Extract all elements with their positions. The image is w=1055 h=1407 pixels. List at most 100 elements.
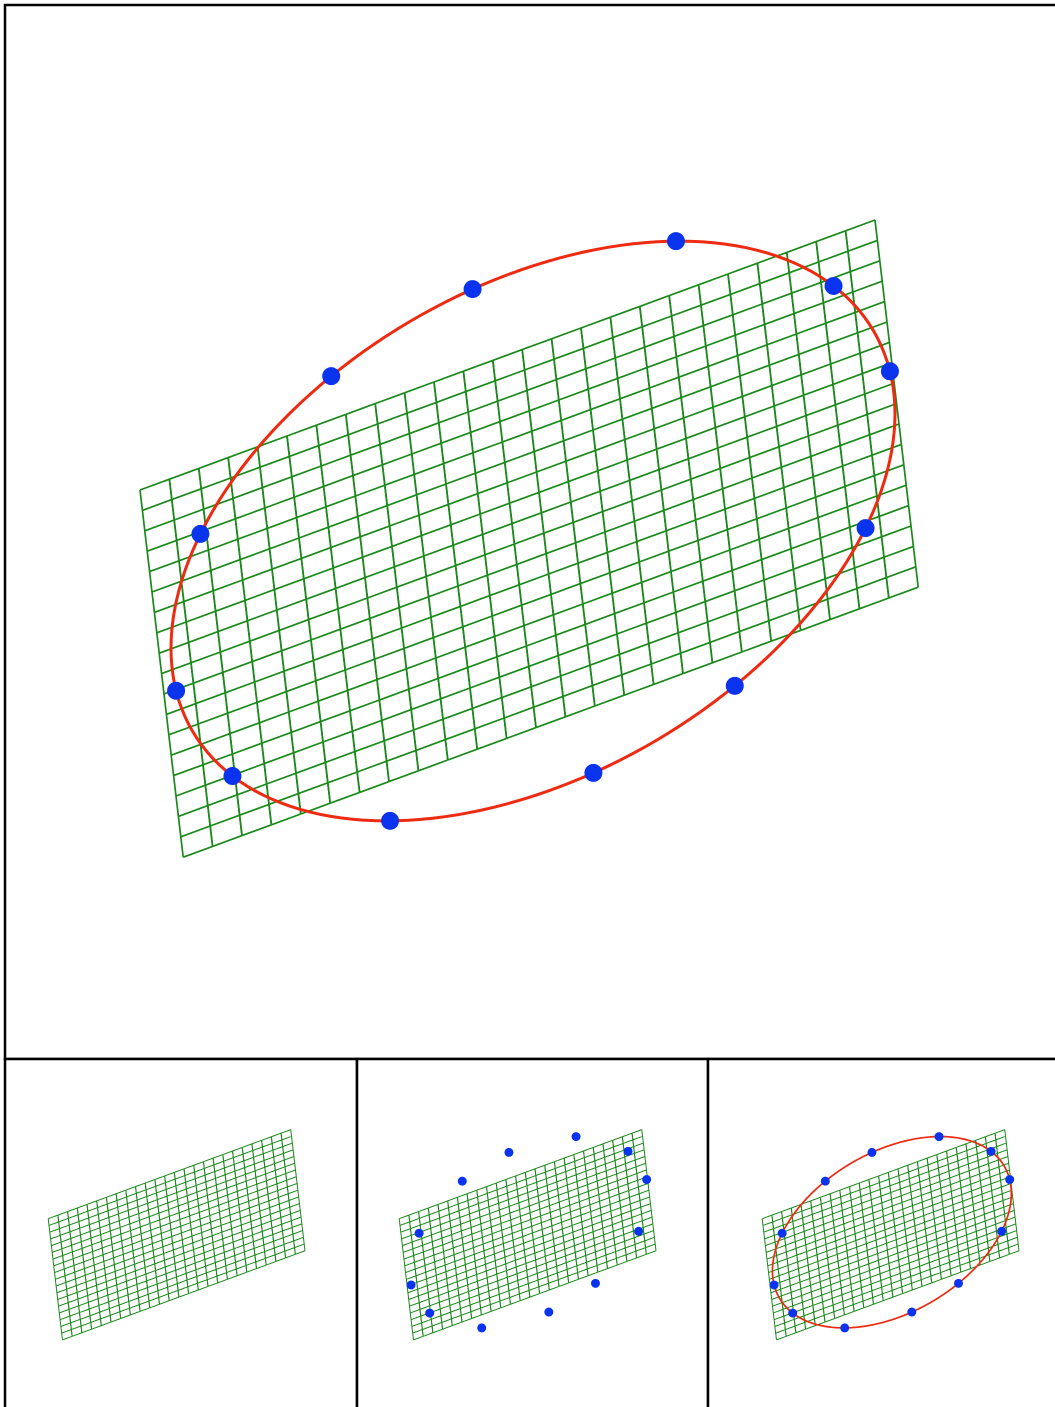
grid-column: [212, 1154, 238, 1280]
panel-content: [47, 1129, 306, 1341]
grid-column: [534, 1164, 560, 1291]
grid-column: [374, 392, 449, 772]
grid-column: [800, 1200, 826, 1327]
sample-point: [997, 1226, 1007, 1236]
grid-column: [403, 381, 479, 761]
grid-column: [173, 1168, 199, 1295]
grid-column: [495, 1179, 521, 1305]
sample-point: [322, 367, 341, 386]
grid-column: [563, 1154, 589, 1280]
panel-content: [398, 1129, 657, 1341]
grid-column: [592, 1143, 618, 1270]
grid-column: [418, 1207, 444, 1334]
grid-column: [408, 1211, 434, 1337]
sample-point: [642, 1175, 652, 1185]
grid-column: [251, 1139, 277, 1266]
grid-column: [515, 1171, 541, 1298]
grid-column: [154, 1175, 180, 1302]
grid-column: [609, 305, 684, 686]
grid-column: [256, 435, 332, 815]
sample-point: [934, 1132, 944, 1142]
grid-column: [907, 1161, 933, 1287]
sample-point: [457, 1176, 467, 1186]
grid-column: [67, 1207, 93, 1334]
grid-column: [202, 1157, 228, 1284]
sample-point: [167, 681, 186, 700]
grid-column: [946, 1146, 971, 1273]
grid-column: [550, 327, 626, 707]
sample-point: [907, 1307, 917, 1317]
step-points-panel: [355, 1057, 710, 1407]
grid-lattice: [398, 1129, 657, 1341]
grid-column: [144, 1179, 170, 1305]
grid-column: [638, 294, 714, 675]
sample-points: [167, 232, 899, 830]
grid-column: [241, 1143, 267, 1270]
panel-content: [761, 1129, 1020, 1341]
grid-column: [887, 1168, 913, 1295]
sample-points: [406, 1132, 652, 1333]
grid-column: [573, 1150, 599, 1277]
sample-point: [777, 1228, 787, 1238]
sample-point: [571, 1132, 581, 1142]
grid-column: [135, 1182, 160, 1309]
grid-column: [965, 1139, 991, 1266]
grid-lattice: [47, 1129, 306, 1341]
grid-column: [398, 1214, 424, 1341]
grid-column: [227, 446, 302, 826]
sample-point: [986, 1146, 996, 1156]
grid-column: [462, 359, 537, 740]
grid-column: [466, 1189, 492, 1316]
grid-column: [868, 1175, 894, 1302]
sample-point: [590, 1278, 600, 1288]
grid-column: [521, 338, 596, 718]
sample-point: [381, 811, 400, 830]
grid-column: [96, 1196, 122, 1323]
grid-column: [849, 1182, 874, 1309]
grid-column: [844, 219, 920, 599]
grid-column: [222, 1150, 248, 1277]
main-panel: [3, 3, 1055, 1061]
grid-column: [897, 1164, 923, 1291]
sample-point: [634, 1226, 644, 1236]
grid-column: [926, 1154, 952, 1280]
sample-point: [788, 1308, 798, 1318]
grid-column: [193, 1161, 219, 1287]
grid-column: [756, 251, 831, 632]
sample-point: [824, 276, 843, 295]
grid-column: [524, 1168, 550, 1295]
sample-point: [725, 676, 744, 695]
sample-point: [867, 1147, 877, 1157]
sample-point: [840, 1323, 850, 1333]
grid-column: [86, 1200, 112, 1327]
sample-point: [463, 280, 482, 299]
grid-column: [878, 1171, 904, 1298]
sample-point: [406, 1280, 416, 1290]
grid-column: [456, 1193, 482, 1319]
fitted-ellipse: [169, 239, 897, 823]
sample-point: [623, 1146, 633, 1156]
grid-column: [115, 1189, 141, 1316]
grid-column: [270, 1132, 296, 1259]
grid-column: [286, 424, 361, 804]
panel-content: [139, 219, 920, 858]
fitted-ellipse: [771, 1135, 1013, 1329]
grid-column: [261, 1136, 287, 1262]
grid-column: [668, 284, 743, 664]
grid-column: [697, 273, 773, 653]
grid-column: [105, 1193, 131, 1319]
sample-point: [544, 1307, 554, 1317]
grid-lattice: [761, 1129, 1020, 1341]
sample-point: [191, 524, 210, 543]
grid-column: [447, 1196, 473, 1323]
grid-column: [47, 1214, 73, 1341]
sample-points: [769, 1132, 1015, 1333]
grid-column: [164, 1171, 190, 1298]
grid-column: [315, 413, 390, 794]
grid-column: [344, 402, 420, 783]
grid-column: [936, 1150, 962, 1277]
grid-lattice: [139, 219, 920, 858]
grid-column: [544, 1161, 570, 1287]
sample-point: [477, 1323, 487, 1333]
